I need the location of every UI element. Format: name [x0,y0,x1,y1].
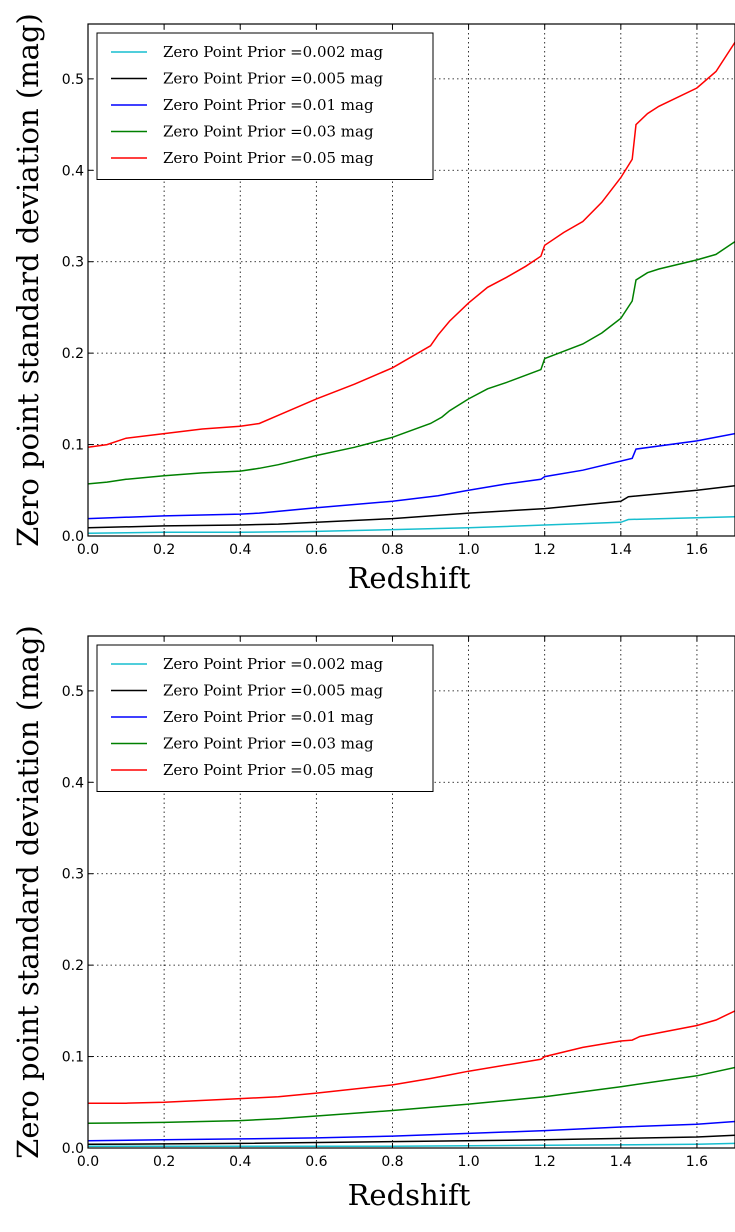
series-line-1 [87,484,735,529]
legend-entry-3: Zero Point Prior =0.03 mag [163,735,374,753]
legend-entry-0: Zero Point Prior =0.002 mag [163,655,384,673]
y-tick-label: 0.3 [62,867,84,883]
x-tick-label: 0.6 [305,542,327,558]
y-tick-label: 0.2 [62,346,84,362]
x-tick-label: 1.2 [534,542,556,558]
y-tick-label: 0.4 [62,775,84,791]
axes-frame [87,23,735,537]
y-tick-label: 0.1 [62,438,84,454]
x-tick-label: 1.0 [457,1154,479,1170]
y-tick-label: 0.5 [62,684,84,700]
legend-entry-2: Zero Point Prior =0.01 mag [163,708,374,726]
y-tick-label: 0.4 [62,163,84,179]
x-tick-label: 0.6 [305,1154,327,1170]
y-tick-label: 0.2 [62,958,84,974]
legend-entry-2: Zero Point Prior =0.01 mag [163,96,374,114]
legend-entry-1: Zero Point Prior =0.005 mag [163,682,384,700]
series-line-2 [87,432,735,520]
x-tick-label: 0.0 [77,1154,99,1170]
y-tick-label: 0.5 [62,72,84,88]
x-tick-label: 0.8 [381,542,403,558]
legend-entry-1: Zero Point Prior =0.005 mag [163,70,384,88]
series-line-2 [87,1120,735,1142]
axes-frame [87,635,735,1149]
x-tick-label: 0.8 [381,1154,403,1170]
y-tick-label: 0.3 [62,255,84,271]
y-axis-label: Zero point standard deviation (mag) [11,625,45,1159]
chart-panel-top: 0.0 0.2 0.4 0.6 0.8 1.0 1.2 1.4 1.6 0.0 0.1 0.2 0.3 0… [11,13,735,595]
chart-panel-bottom: 0.0 0.2 0.4 0.6 0.8 1.0 1.2 1.4 1.6 0.0 0.1 0.2 0.3 0… [11,625,735,1212]
series-line-1 [87,1134,735,1146]
legend-entry-0: Zero Point Prior =0.002 mag [163,43,384,61]
series-line-4 [88,1010,735,1104]
x-tick-label: 1.4 [610,542,632,558]
series-line-3 [87,1066,735,1125]
series-line-4 [87,41,735,449]
legend-entry-4: Zero Point Prior =0.05 mag [163,761,374,779]
legend-entry-4: Zero Point Prior =0.05 mag [163,149,374,167]
y-tick-label: 0.0 [62,529,84,545]
x-tick-label: 1.4 [610,1154,632,1170]
x-tick-label: 0.2 [153,542,175,558]
legend-box [96,32,434,180]
y-tick-label: 0.0 [62,1141,84,1157]
series-line-0 [87,516,735,535]
x-tick-label: 0.0 [77,542,99,558]
legend-entry-3: Zero Point Prior =0.03 mag [163,123,374,141]
x-tick-label: 1.2 [534,1154,556,1170]
y-tick-label: 0.1 [62,1050,84,1066]
x-tick-label: 0.4 [229,1154,251,1170]
x-tick-label: 0.2 [153,1154,175,1170]
x-tick-label: 0.4 [229,542,251,558]
y-axis-label: Zero point standard deviation (mag) [11,13,45,547]
x-axis-label: Redshift [348,1178,471,1212]
x-tick-label: 1.6 [686,1154,708,1170]
x-axis-label: Redshift [348,561,471,595]
legend: Zero Point Prior =0.002 mag Zero Point Pr… [96,32,434,180]
x-tick-label: 1.6 [686,542,708,558]
legend-box [96,644,434,792]
x-tick-label: 1.0 [457,542,479,558]
series-line-3 [87,240,735,485]
legend: Zero Point Prior =0.002 mag Zero Point Pr… [96,644,434,792]
